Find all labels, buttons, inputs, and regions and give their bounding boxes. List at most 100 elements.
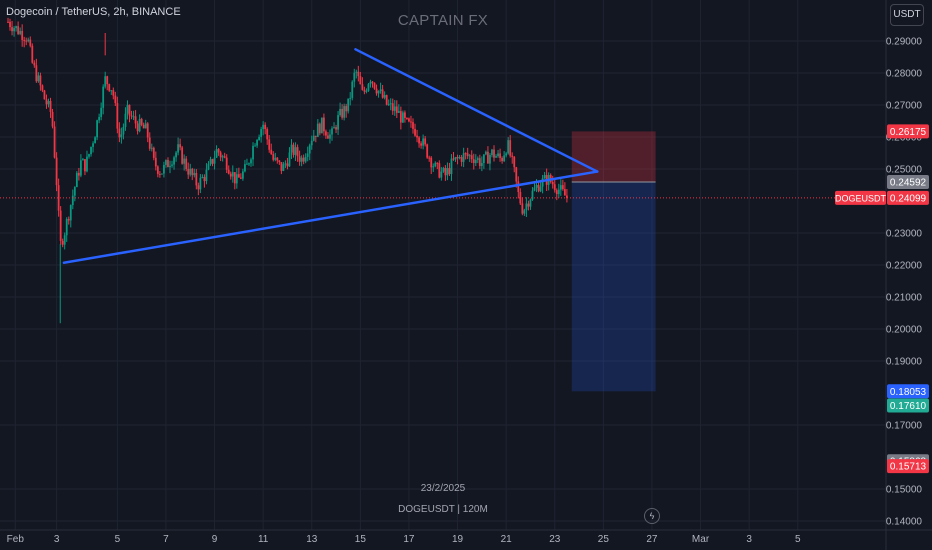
price-label-box — [887, 459, 929, 474]
footer-symbol-volume: DOGEUSDT | 120M — [398, 504, 488, 515]
candle-up — [333, 127, 335, 129]
price-tick-label: 0.20000 — [886, 325, 923, 336]
candle-up — [389, 103, 392, 105]
candle-down — [521, 203, 524, 214]
price-label-target-alt: 0.17610 — [890, 401, 927, 412]
candle-up — [274, 157, 277, 160]
candle-up — [377, 90, 380, 94]
candle-down — [511, 155, 514, 157]
candle-down — [25, 40, 28, 42]
time-tick-label: 21 — [501, 534, 513, 545]
short-position-tool[interactable] — [571, 131, 656, 392]
candle-down — [142, 124, 145, 129]
candle-up — [169, 165, 171, 168]
candle-up — [47, 100, 50, 105]
candle-up — [13, 28, 15, 32]
candle-down — [327, 135, 329, 139]
candle-down — [527, 203, 530, 207]
candle-down — [21, 30, 24, 40]
candle-down — [412, 122, 414, 129]
candle-down — [302, 157, 305, 162]
candle-up — [557, 189, 560, 195]
candle-up — [92, 143, 94, 147]
candle-up — [120, 134, 123, 138]
time-tick-label: 5 — [115, 534, 121, 545]
triangle-trendlines[interactable] — [62, 48, 599, 265]
chart-watermark: CAPTAIN FX — [397, 12, 489, 29]
candle-down — [438, 163, 441, 178]
candle-down — [148, 137, 151, 149]
price-axis[interactable]: 0.290000.280000.270000.260000.250000.230… — [835, 0, 929, 550]
candle-up — [290, 144, 293, 153]
price-label-box — [887, 175, 929, 190]
price-label-box — [887, 124, 929, 139]
candle-up — [507, 140, 510, 154]
candle-up — [213, 157, 216, 164]
candle-up — [193, 173, 196, 176]
candle-down — [408, 118, 410, 122]
price-label-stop: 0.26175 — [890, 127, 927, 138]
candle-up — [177, 144, 179, 153]
candle-up — [468, 155, 471, 157]
price-tick-label: 0.27000 — [886, 101, 923, 112]
candle-up — [442, 168, 445, 172]
candle-up — [387, 104, 390, 106]
candle-up — [201, 177, 204, 179]
candle-up — [19, 30, 22, 34]
candle-up — [353, 72, 356, 82]
candle-up — [132, 116, 135, 118]
candle-up — [183, 158, 186, 164]
candle-down — [345, 106, 348, 112]
time-tick-label: 11 — [258, 534, 269, 545]
candle-down — [404, 112, 406, 118]
time-axis[interactable]: Feb 3 5 7 9 11 13 15 17 19 21 23 25 27 Mar 3 5 — [0, 529, 932, 545]
candle-down — [430, 157, 433, 168]
candle-up — [365, 90, 368, 92]
candle-down — [233, 172, 236, 184]
candle-down — [292, 144, 295, 155]
candle-up — [476, 158, 479, 160]
candle-up — [351, 81, 354, 98]
currency-button[interactable]: USDT — [890, 4, 924, 26]
candle-down — [225, 157, 228, 170]
candle-down — [185, 158, 188, 170]
candle-down — [414, 128, 416, 136]
candle-down — [61, 240, 64, 245]
candle-up — [207, 164, 210, 170]
candle-up — [489, 155, 491, 164]
take-profit-zone — [571, 182, 656, 392]
candle-up — [65, 219, 68, 236]
time-tick-label: 27 — [646, 534, 658, 545]
candle-down — [420, 143, 422, 146]
price-label-box — [887, 384, 929, 399]
candle-down — [227, 169, 230, 174]
candlestick-series — [0, 17, 886, 324]
candle-up — [531, 190, 534, 200]
candle-up — [282, 164, 285, 171]
price-label-target: 0.18053 — [890, 387, 927, 398]
symbol-title[interactable]: Dogecoin / TetherUS, 2h, BINANCE — [6, 6, 181, 18]
candle-up — [369, 81, 372, 85]
candle-down — [134, 116, 137, 124]
candle-down — [555, 190, 558, 195]
candle-down — [140, 119, 143, 125]
candle-up — [339, 108, 341, 116]
candle-up — [422, 138, 425, 146]
candle-down — [416, 135, 418, 138]
candle-down — [229, 173, 232, 177]
flash-icon[interactable]: ϟ — [644, 508, 660, 524]
candle-up — [559, 185, 562, 190]
candle-down — [268, 139, 271, 150]
candle-down — [456, 157, 459, 159]
candle-up — [102, 86, 105, 108]
candle-down — [266, 129, 269, 140]
time-tick-label: 19 — [452, 534, 464, 545]
candle-down — [23, 39, 26, 41]
price-tick-label: 0.28000 — [886, 69, 923, 80]
candle-up — [80, 160, 82, 176]
candle-down — [187, 169, 190, 175]
time-tick-label: 25 — [598, 534, 610, 545]
candle-down — [146, 123, 149, 138]
candle-up — [69, 205, 72, 221]
